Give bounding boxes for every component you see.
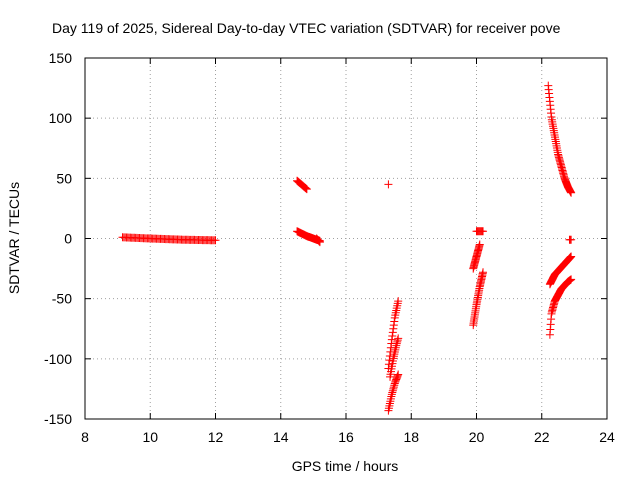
- data-point: [567, 235, 576, 244]
- x-tick-label: 24: [599, 429, 615, 445]
- axis-ticks: 8 10 12 14 16 18 20 22 24 -150 -100 -50 0 50 100 150: [44, 50, 615, 445]
- data-point: [315, 237, 324, 246]
- x-tick-label: 14: [273, 429, 289, 445]
- data-point: [567, 275, 576, 284]
- data-point: [479, 268, 488, 277]
- x-tick-label: 10: [142, 429, 158, 445]
- y-tick-label: -50: [52, 291, 72, 307]
- x-axis-label: GPS time / hours: [292, 458, 399, 474]
- x-tick-label: 22: [534, 429, 550, 445]
- data-point: [315, 238, 324, 247]
- data-points: [118, 81, 576, 415]
- x-tick-label: 12: [208, 429, 224, 445]
- y-tick-label: 150: [49, 50, 73, 66]
- x-tick-label: 16: [338, 429, 354, 445]
- y-tick-label: 50: [56, 170, 72, 186]
- data-point: [302, 185, 311, 194]
- y-tick-label: -100: [44, 351, 72, 367]
- chart-title: Day 119 of 2025, Sidereal Day-to-day VTE…: [52, 20, 561, 36]
- data-point: [300, 183, 309, 192]
- y-tick-label: -150: [44, 411, 72, 427]
- y-tick-label: 0: [64, 231, 72, 247]
- y-tick-label: 100: [49, 110, 73, 126]
- data-point: [302, 184, 311, 193]
- x-tick-label: 18: [403, 429, 419, 445]
- data-point: [479, 227, 488, 236]
- data-point: [384, 180, 393, 189]
- data-point: [301, 184, 310, 193]
- data-point: [394, 297, 403, 306]
- data-point: [313, 235, 322, 244]
- data-point: [567, 252, 576, 261]
- y-axis-label: SDTVAR / TECUs: [6, 182, 22, 294]
- data-point: [211, 236, 220, 245]
- data-point: [394, 370, 403, 379]
- data-point: [567, 188, 576, 197]
- x-tick-label: 20: [469, 429, 485, 445]
- data-point: [314, 236, 323, 245]
- data-point: [394, 334, 403, 343]
- data-point: [475, 240, 484, 249]
- x-tick-label: 8: [81, 429, 89, 445]
